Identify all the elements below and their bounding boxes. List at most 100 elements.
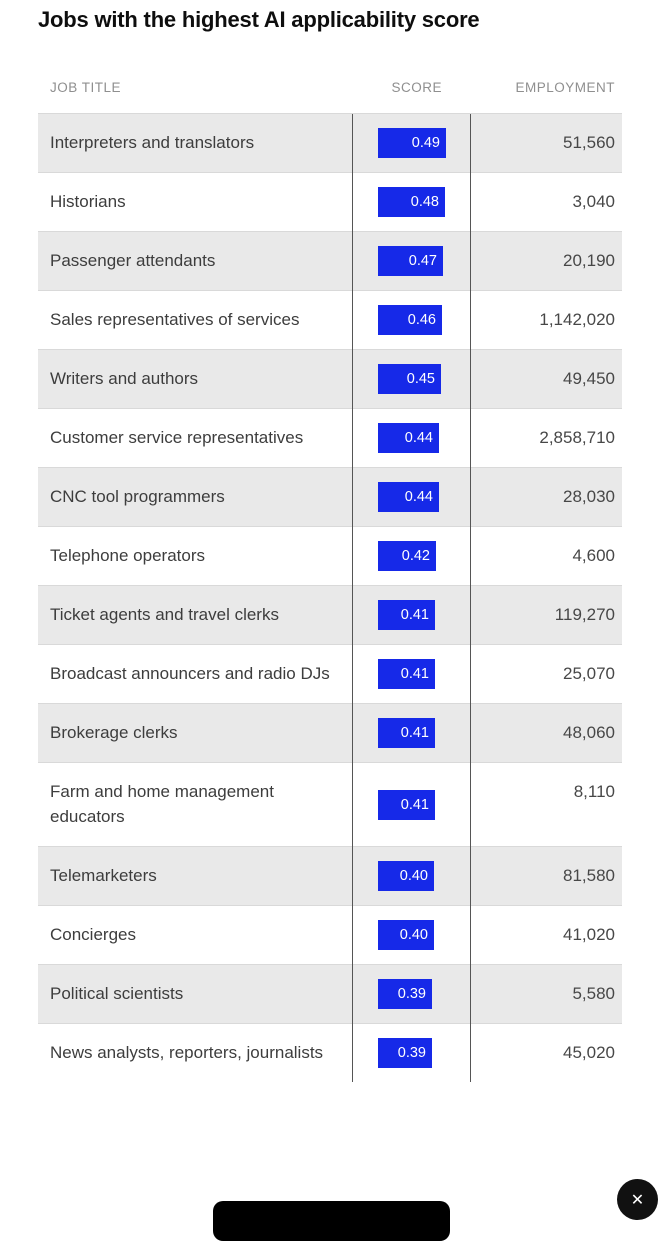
score-bar: 0.39 <box>378 979 432 1009</box>
table-row: Farm and home management educators 0.41 8,… <box>38 762 622 846</box>
employment-cell: 8,110 <box>573 782 615 801</box>
job-title-cell: Broadcast announcers and radio DJs <box>50 664 330 683</box>
employment-cell: 119,270 <box>554 605 615 624</box>
score-cell: 0.39 <box>352 1024 470 1082</box>
score-value: 0.39 <box>397 986 426 1002</box>
score-cell: 0.42 <box>352 527 470 585</box>
column-header-score: SCORE <box>391 80 442 95</box>
score-cell: 0.41 <box>352 645 470 703</box>
score-bar: 0.41 <box>378 659 435 689</box>
score-value: 0.41 <box>400 725 429 741</box>
score-value: 0.42 <box>401 548 430 564</box>
score-bar: 0.40 <box>378 920 434 950</box>
table-row: Brokerage clerks 0.41 48,060 <box>38 703 622 762</box>
score-cell: 0.47 <box>352 232 470 290</box>
score-cell: 0.40 <box>352 847 470 905</box>
score-cell: 0.46 <box>352 291 470 349</box>
score-value: 0.48 <box>410 194 439 210</box>
employment-cell: 3,040 <box>572 192 615 211</box>
score-bar: 0.47 <box>378 246 443 276</box>
score-value: 0.49 <box>411 135 440 151</box>
bottom-toast[interactable] <box>213 1201 450 1241</box>
job-title-cell: Sales representatives of services <box>50 310 300 329</box>
table-row: Concierges 0.40 41,020 <box>38 905 622 964</box>
score-cell: 0.41 <box>352 704 470 762</box>
job-title-cell: Ticket agents and travel clerks <box>50 605 279 624</box>
score-cell: 0.41 <box>352 763 470 846</box>
score-value: 0.44 <box>404 489 433 505</box>
job-title-cell: News analysts, reporters, journalists <box>50 1043 324 1062</box>
score-cell: 0.39 <box>352 965 470 1023</box>
score-bar: 0.42 <box>378 541 436 571</box>
table-row: Sales representatives of services 0.46 1,1… <box>38 290 622 349</box>
score-bar: 0.48 <box>378 187 445 217</box>
score-cell: 0.45 <box>352 350 470 408</box>
employment-cell: 41,020 <box>563 925 615 944</box>
employment-cell: 2,858,710 <box>539 428 615 447</box>
score-bar: 0.49 <box>378 128 446 158</box>
column-divider-2 <box>470 114 471 1082</box>
table-row: Customer service representatives 0.44 2,85… <box>38 408 622 467</box>
column-header-employment: EMPLOYMENT <box>515 80 615 95</box>
job-title-cell: Telephone operators <box>50 546 206 565</box>
chart-container: Jobs with the highest AI applicability s… <box>38 7 622 1082</box>
table-row: Political scientists 0.39 5,580 <box>38 964 622 1023</box>
column-divider-1 <box>352 114 353 1082</box>
job-title-cell: Historians <box>50 192 126 211</box>
score-bar: 0.44 <box>378 482 439 512</box>
score-bar: 0.41 <box>378 789 435 820</box>
table-row: Telemarketers 0.40 81,580 <box>38 846 622 905</box>
job-title-cell: Telemarketers <box>50 866 157 885</box>
score-value: 0.47 <box>408 253 437 269</box>
employment-cell: 28,030 <box>563 487 615 506</box>
table-row: Writers and authors 0.45 49,450 <box>38 349 622 408</box>
table-row: CNC tool programmers 0.44 28,030 <box>38 467 622 526</box>
data-table: Interpreters and translators 0.49 51,560 Hi… <box>38 113 622 1082</box>
score-value: 0.39 <box>397 1045 426 1061</box>
table-row: Broadcast announcers and radio DJs 0.41 25… <box>38 644 622 703</box>
employment-cell: 49,450 <box>563 369 615 388</box>
table-row: Interpreters and translators 0.49 51,560 <box>38 114 622 172</box>
table-row: Passenger attendants 0.47 20,190 <box>38 231 622 290</box>
score-value: 0.44 <box>404 430 433 446</box>
table-row: Telephone operators 0.42 4,600 <box>38 526 622 585</box>
score-cell: 0.41 <box>352 586 470 644</box>
table-header-row: JOB TITLE SCORE EMPLOYMENT <box>38 80 622 96</box>
job-title-cell: Writers and authors <box>50 369 199 388</box>
table-body: Interpreters and translators 0.49 51,560 Hi… <box>38 114 622 1082</box>
score-cell: 0.48 <box>352 173 470 231</box>
score-cell: 0.44 <box>352 468 470 526</box>
job-title-cell: Brokerage clerks <box>50 723 178 742</box>
column-header-job-title: JOB TITLE <box>50 80 122 95</box>
score-value: 0.41 <box>400 607 429 623</box>
score-value: 0.45 <box>406 371 435 387</box>
job-title-cell: Interpreters and translators <box>50 133 255 152</box>
score-bar: 0.39 <box>378 1038 432 1068</box>
employment-cell: 45,020 <box>563 1043 615 1062</box>
table-row: News analysts, reporters, journalists 0.3… <box>38 1023 622 1082</box>
employment-cell: 20,190 <box>563 251 615 270</box>
job-title-cell: CNC tool programmers <box>50 487 225 506</box>
employment-cell: 4,600 <box>572 546 615 565</box>
employment-cell: 51,560 <box>563 133 615 152</box>
chart-title: Jobs with the highest AI applicability s… <box>38 7 480 32</box>
score-value: 0.40 <box>399 927 428 943</box>
score-bar: 0.41 <box>378 600 435 630</box>
job-title-cell: Passenger attendants <box>50 251 216 270</box>
job-title-cell: Customer service representatives <box>50 428 304 447</box>
score-value: 0.40 <box>399 868 428 884</box>
score-value: 0.41 <box>400 666 429 682</box>
score-bar: 0.44 <box>378 423 439 453</box>
employment-cell: 81,580 <box>563 866 615 885</box>
score-cell: 0.40 <box>352 906 470 964</box>
employment-cell: 5,580 <box>572 984 615 1003</box>
job-title-cell: Political scientists <box>50 984 184 1003</box>
table-row: Historians 0.48 3,040 <box>38 172 622 231</box>
score-value: 0.41 <box>400 796 429 813</box>
job-title-cell: Farm and home management educators <box>50 782 274 826</box>
job-title-cell: Concierges <box>50 925 136 944</box>
score-bar: 0.40 <box>378 861 434 891</box>
score-cell: 0.44 <box>352 409 470 467</box>
score-value: 0.46 <box>407 312 436 328</box>
table-row: Ticket agents and travel clerks 0.41 119,2… <box>38 585 622 644</box>
